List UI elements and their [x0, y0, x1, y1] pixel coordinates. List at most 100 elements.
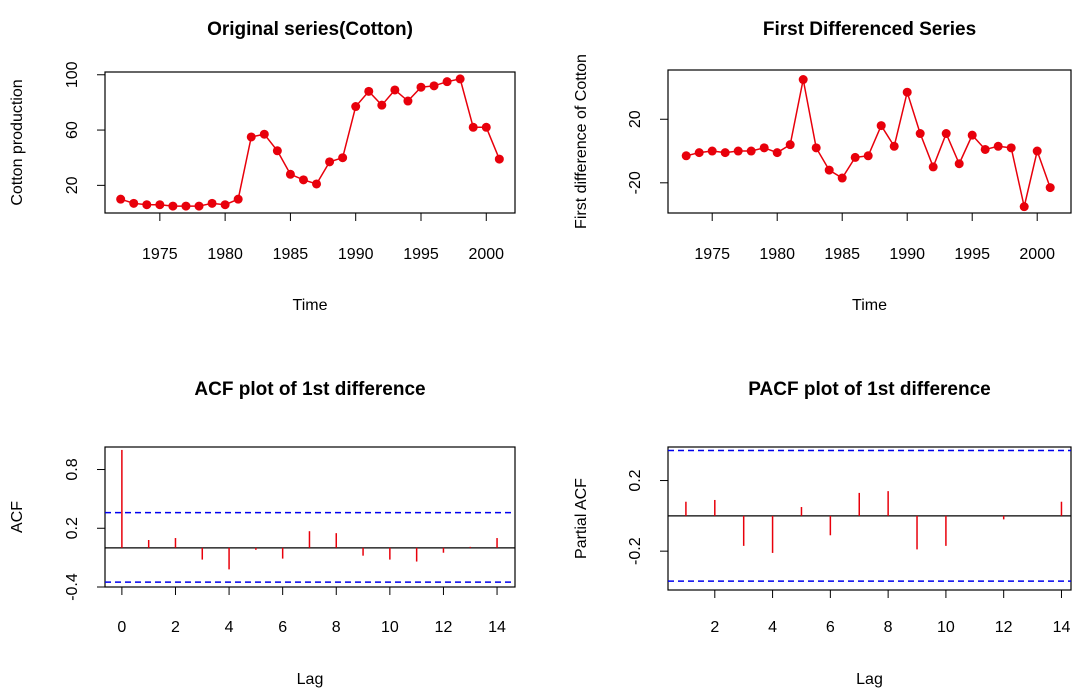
- point: [915, 129, 925, 139]
- y-tick-label: 0.8: [64, 458, 81, 480]
- x-tick-label: 2000: [468, 246, 504, 263]
- point: [733, 146, 743, 156]
- x-tick-label: 6: [278, 619, 287, 636]
- plot-frame: [104, 71, 516, 214]
- series-line: [120, 78, 501, 207]
- x-tick-label: 0: [117, 619, 126, 636]
- x-tick-label: 14: [1053, 619, 1071, 636]
- y-tick-label: 0.2: [627, 469, 644, 491]
- x-tick-label: 2: [171, 619, 180, 636]
- point: [390, 85, 400, 95]
- point: [1006, 143, 1016, 153]
- point: [416, 82, 426, 92]
- point: [207, 198, 217, 208]
- point: [338, 153, 348, 163]
- point: [941, 129, 951, 139]
- x-tick-label: 1990: [338, 246, 374, 263]
- point: [377, 100, 387, 110]
- x-tick-label: 2000: [1019, 246, 1055, 263]
- point: [707, 146, 717, 156]
- point: [233, 194, 243, 204]
- plot-frame: [104, 446, 516, 588]
- point: [720, 148, 730, 158]
- x-tick-label: 8: [332, 619, 341, 636]
- x-axis-label: Time: [852, 297, 887, 314]
- y-tick-label: -0.2: [627, 537, 644, 565]
- x-tick-label: 1995: [403, 246, 439, 263]
- y-tick-label: 0.2: [64, 517, 81, 539]
- x-tick-label: 1975: [694, 246, 730, 263]
- y-tick-label: -20: [627, 171, 644, 194]
- x-tick-label: 1990: [889, 246, 925, 263]
- point: [850, 152, 860, 162]
- point: [129, 198, 139, 208]
- point: [863, 151, 873, 161]
- point: [902, 87, 912, 97]
- point: [246, 132, 256, 142]
- point: [1032, 146, 1042, 156]
- point: [494, 154, 504, 164]
- y-axis-label: Cotton production: [9, 79, 26, 205]
- point: [429, 81, 439, 91]
- x-tick-label: 8: [884, 619, 893, 636]
- y-axis-label: First difference of Cotton: [573, 54, 590, 229]
- point: [194, 201, 204, 211]
- x-tick-label: 1995: [954, 246, 990, 263]
- point: [168, 201, 178, 211]
- point: [155, 200, 165, 210]
- point: [1045, 183, 1055, 193]
- point: [298, 175, 308, 185]
- x-tick-label: 10: [937, 619, 955, 636]
- point: [181, 201, 191, 211]
- x-axis-label: Time: [293, 297, 328, 314]
- x-tick-label: 1975: [142, 246, 178, 263]
- point: [785, 140, 795, 150]
- y-axis-label: Partial ACF: [573, 478, 590, 559]
- point: [1019, 202, 1029, 212]
- y-axis-label: ACF: [9, 501, 26, 533]
- point: [468, 122, 478, 132]
- point: [442, 77, 452, 87]
- point: [285, 169, 295, 179]
- x-tick-label: 10: [381, 619, 399, 636]
- point: [811, 143, 821, 153]
- point: [681, 151, 691, 161]
- y-tick-label: -0.4: [64, 573, 81, 601]
- point: [798, 75, 808, 85]
- x-tick-label: 6: [826, 619, 835, 636]
- point: [954, 159, 964, 169]
- point: [364, 86, 374, 96]
- point: [142, 200, 152, 210]
- x-tick-label: 12: [435, 619, 453, 636]
- point: [694, 148, 704, 158]
- x-tick-label: 1985: [273, 246, 309, 263]
- x-tick-label: 4: [768, 619, 777, 636]
- point: [928, 162, 938, 172]
- x-tick-label: 1980: [207, 246, 243, 263]
- point: [481, 122, 491, 132]
- point: [351, 102, 361, 112]
- point: [455, 74, 465, 84]
- x-axis-label: Lag: [297, 671, 324, 688]
- point: [220, 200, 230, 210]
- y-tick-label: 20: [627, 110, 644, 128]
- x-tick-label: 4: [225, 619, 234, 636]
- plot-frame: [667, 69, 1072, 214]
- y-tick-label: 100: [64, 61, 81, 88]
- x-tick-label: 1985: [824, 246, 860, 263]
- point: [746, 146, 756, 156]
- point: [259, 129, 269, 139]
- point: [772, 148, 782, 158]
- chart-title: Original series(Cotton): [207, 19, 413, 40]
- x-tick-label: 14: [488, 619, 506, 636]
- point: [116, 194, 126, 204]
- point: [272, 146, 282, 156]
- point: [993, 141, 1003, 151]
- y-tick-label: 20: [64, 176, 81, 194]
- x-tick-label: 12: [995, 619, 1013, 636]
- point: [403, 96, 413, 106]
- point: [759, 143, 769, 153]
- point: [325, 157, 335, 167]
- point: [889, 141, 899, 151]
